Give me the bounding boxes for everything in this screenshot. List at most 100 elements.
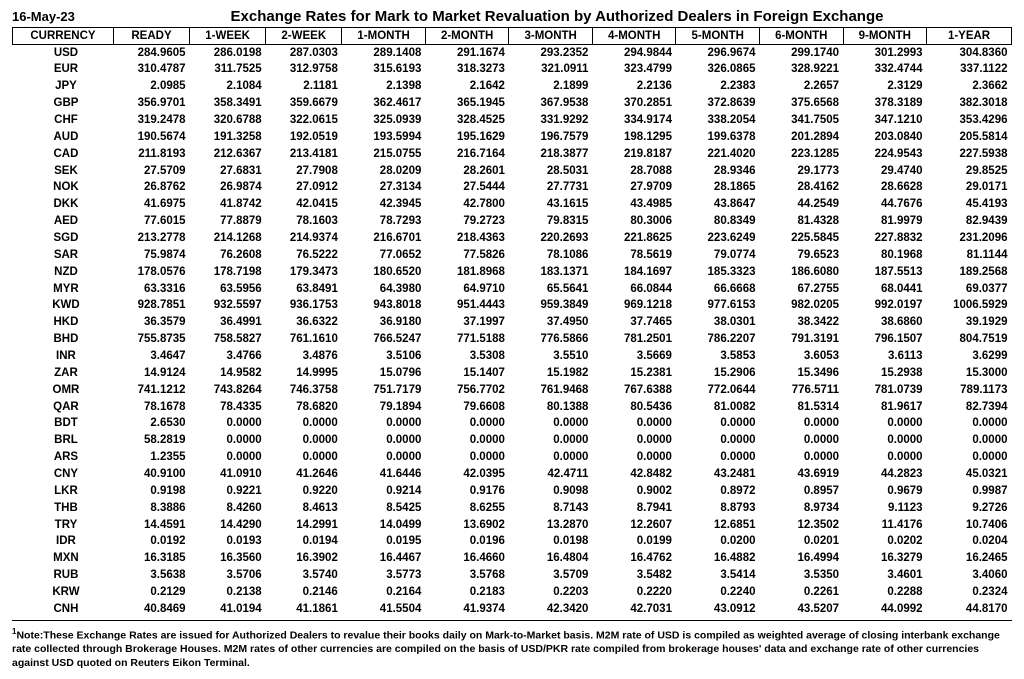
table-row: GBP356.9701358.3491359.6679362.4617365.1… bbox=[13, 96, 1012, 113]
currency-code: JPY bbox=[13, 79, 114, 96]
rate-cell: 16.3185 bbox=[113, 551, 189, 568]
rate-cell: 3.6113 bbox=[843, 348, 927, 365]
currency-code: KRW bbox=[13, 585, 114, 602]
rate-cell: 0.0000 bbox=[266, 433, 342, 450]
rate-cell: 0.0000 bbox=[843, 416, 927, 433]
rate-cell: 15.0796 bbox=[342, 365, 426, 382]
rate-cell: 10.7406 bbox=[927, 517, 1012, 534]
rate-cell: 27.5709 bbox=[113, 163, 189, 180]
currency-code: RUB bbox=[13, 568, 114, 585]
rate-cell: 789.1173 bbox=[927, 382, 1012, 399]
rate-cell: 14.9124 bbox=[113, 365, 189, 382]
rate-cell: 198.1295 bbox=[592, 129, 676, 146]
rate-cell: 15.1407 bbox=[425, 365, 509, 382]
rate-cell: 15.3496 bbox=[760, 365, 844, 382]
table-row: SGD213.2778214.1268214.9374216.6701218.4… bbox=[13, 230, 1012, 247]
rate-cell: 44.2823 bbox=[843, 466, 927, 483]
rate-cell: 16.4762 bbox=[592, 551, 676, 568]
rate-cell: 0.2138 bbox=[190, 585, 266, 602]
rate-cell: 299.1740 bbox=[760, 45, 844, 62]
rate-cell: 3.4601 bbox=[843, 568, 927, 585]
rate-cell: 16.4660 bbox=[425, 551, 509, 568]
rate-cell: 362.4617 bbox=[342, 96, 426, 113]
rate-cell: 8.7941 bbox=[592, 500, 676, 517]
table-row: SAR75.987476.260876.522277.065277.582678… bbox=[13, 247, 1012, 264]
rate-cell: 63.8491 bbox=[266, 281, 342, 298]
rate-cell: 43.6919 bbox=[760, 466, 844, 483]
rate-cell: 8.4613 bbox=[266, 500, 342, 517]
rate-cell: 16.3279 bbox=[843, 551, 927, 568]
rate-cell: 80.3006 bbox=[592, 214, 676, 231]
rate-cell: 192.0519 bbox=[266, 129, 342, 146]
rate-cell: 29.0171 bbox=[927, 180, 1012, 197]
rate-cell: 0.0000 bbox=[592, 433, 676, 450]
rate-cell: 79.2723 bbox=[425, 214, 509, 231]
rate-cell: 0.0199 bbox=[592, 534, 676, 551]
rate-cell: 334.9174 bbox=[592, 112, 676, 129]
rate-cell: 0.0000 bbox=[509, 433, 593, 450]
header-row: 16-May-23 Exchange Rates for Mark to Mar… bbox=[12, 8, 1012, 25]
rate-cell: 42.4711 bbox=[509, 466, 593, 483]
rate-cell: 932.5597 bbox=[190, 298, 266, 315]
rate-cell: 45.0321 bbox=[927, 466, 1012, 483]
rate-cell: 328.9221 bbox=[760, 62, 844, 79]
rate-cell: 82.7394 bbox=[927, 399, 1012, 416]
rate-cell: 341.7505 bbox=[760, 112, 844, 129]
rate-cell: 746.3758 bbox=[266, 382, 342, 399]
rate-cell: 77.8879 bbox=[190, 214, 266, 231]
rate-cell: 2.3129 bbox=[843, 79, 927, 96]
table-row: KRW0.21290.21380.21460.21640.21830.22030… bbox=[13, 585, 1012, 602]
rate-cell: 78.1086 bbox=[509, 247, 593, 264]
rate-cell: 37.1997 bbox=[425, 315, 509, 332]
rate-cell: 0.0196 bbox=[425, 534, 509, 551]
table-row: MYR63.331663.595663.849164.398064.971065… bbox=[13, 281, 1012, 298]
rate-cell: 2.0985 bbox=[113, 79, 189, 96]
currency-code: LKR bbox=[13, 483, 114, 500]
rate-cell: 322.0615 bbox=[266, 112, 342, 129]
rate-cell: 325.0939 bbox=[342, 112, 426, 129]
table-row: HKD36.357936.499136.632236.918037.199737… bbox=[13, 315, 1012, 332]
col-5-month: 5-MONTH bbox=[676, 28, 760, 45]
rate-cell: 776.5711 bbox=[760, 382, 844, 399]
rate-cell: 45.4193 bbox=[927, 197, 1012, 214]
rate-cell: 2.2136 bbox=[592, 79, 676, 96]
rate-cell: 43.8647 bbox=[676, 197, 760, 214]
rate-cell: 223.6249 bbox=[676, 230, 760, 247]
rate-cell: 78.6820 bbox=[266, 399, 342, 416]
rate-cell: 0.0000 bbox=[425, 433, 509, 450]
rate-cell: 0.2220 bbox=[592, 585, 676, 602]
rate-cell: 28.9346 bbox=[676, 163, 760, 180]
rate-cell: 15.2938 bbox=[843, 365, 927, 382]
rate-cell: 382.3018 bbox=[927, 96, 1012, 113]
currency-code: BHD bbox=[13, 332, 114, 349]
table-row: DKK41.697541.874242.041542.394542.780043… bbox=[13, 197, 1012, 214]
rate-cell: 0.9002 bbox=[592, 483, 676, 500]
table-row: INR3.46473.47663.48763.51063.53083.55103… bbox=[13, 348, 1012, 365]
rate-cell: 44.7676 bbox=[843, 197, 927, 214]
rate-cell: 294.9844 bbox=[592, 45, 676, 62]
rate-cell: 959.3849 bbox=[509, 298, 593, 315]
table-row: BDT2.65300.00000.00000.00000.00000.00000… bbox=[13, 416, 1012, 433]
rate-cell: 776.5866 bbox=[509, 332, 593, 349]
rate-cell: 338.2054 bbox=[676, 112, 760, 129]
rate-cell: 41.9374 bbox=[425, 601, 509, 618]
rate-cell: 16.4467 bbox=[342, 551, 426, 568]
rate-cell: 77.6015 bbox=[113, 214, 189, 231]
rate-cell: 0.0000 bbox=[927, 450, 1012, 467]
rate-cell: 37.7465 bbox=[592, 315, 676, 332]
rate-cell: 14.4290 bbox=[190, 517, 266, 534]
currency-code: BDT bbox=[13, 416, 114, 433]
rate-cell: 0.0000 bbox=[760, 416, 844, 433]
rate-cell: 0.0204 bbox=[927, 534, 1012, 551]
rate-cell: 0.0000 bbox=[592, 450, 676, 467]
rate-cell: 301.2993 bbox=[843, 45, 927, 62]
rate-cell: 286.0198 bbox=[190, 45, 266, 62]
rate-cell: 29.1773 bbox=[760, 163, 844, 180]
rate-cell: 9.2726 bbox=[927, 500, 1012, 517]
table-body: USD284.9605286.0198287.0303289.1408291.1… bbox=[13, 45, 1012, 619]
rate-cell: 66.0844 bbox=[592, 281, 676, 298]
rate-cell: 189.2568 bbox=[927, 264, 1012, 281]
rate-cell: 0.0000 bbox=[927, 433, 1012, 450]
rate-cell: 796.1507 bbox=[843, 332, 927, 349]
rate-cell: 772.0644 bbox=[676, 382, 760, 399]
